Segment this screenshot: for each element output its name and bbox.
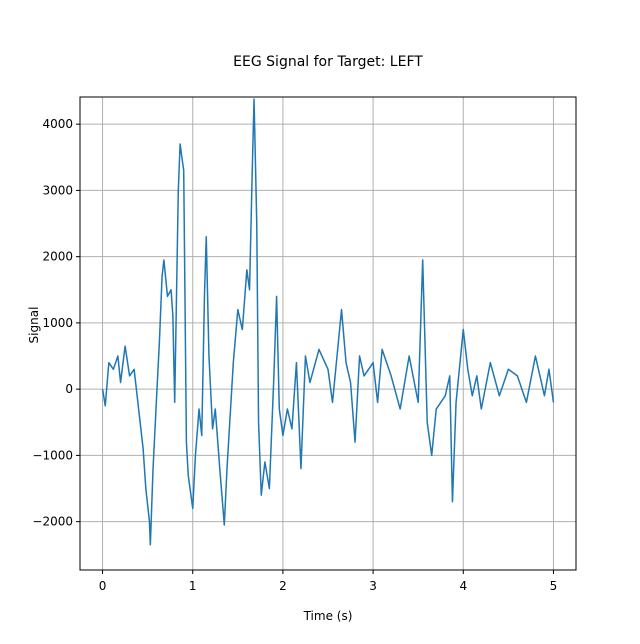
y-tick-label: 4000 xyxy=(42,117,73,131)
y-tick-label: 0 xyxy=(65,382,73,396)
y-tick-label: −1000 xyxy=(32,448,73,462)
x-tick-label: 1 xyxy=(189,579,197,593)
x-tick-label: 3 xyxy=(369,579,377,593)
x-tick-label: 4 xyxy=(459,579,467,593)
x-axis-label: Time (s) xyxy=(303,609,353,623)
y-tick-label: −2000 xyxy=(32,515,73,529)
y-tick-label: 3000 xyxy=(42,183,73,197)
x-tick-label: 2 xyxy=(279,579,287,593)
x-tick-label: 5 xyxy=(550,579,558,593)
line xyxy=(101,98,555,546)
plot-frame xyxy=(79,96,577,571)
y-tick-label: 1000 xyxy=(42,316,73,330)
x-tick-label: 0 xyxy=(99,579,107,593)
chart-title: EEG Signal for Target: LEFT xyxy=(233,54,423,70)
y-axis-label: Signal xyxy=(27,307,41,344)
y-tick-label: 2000 xyxy=(42,250,73,264)
